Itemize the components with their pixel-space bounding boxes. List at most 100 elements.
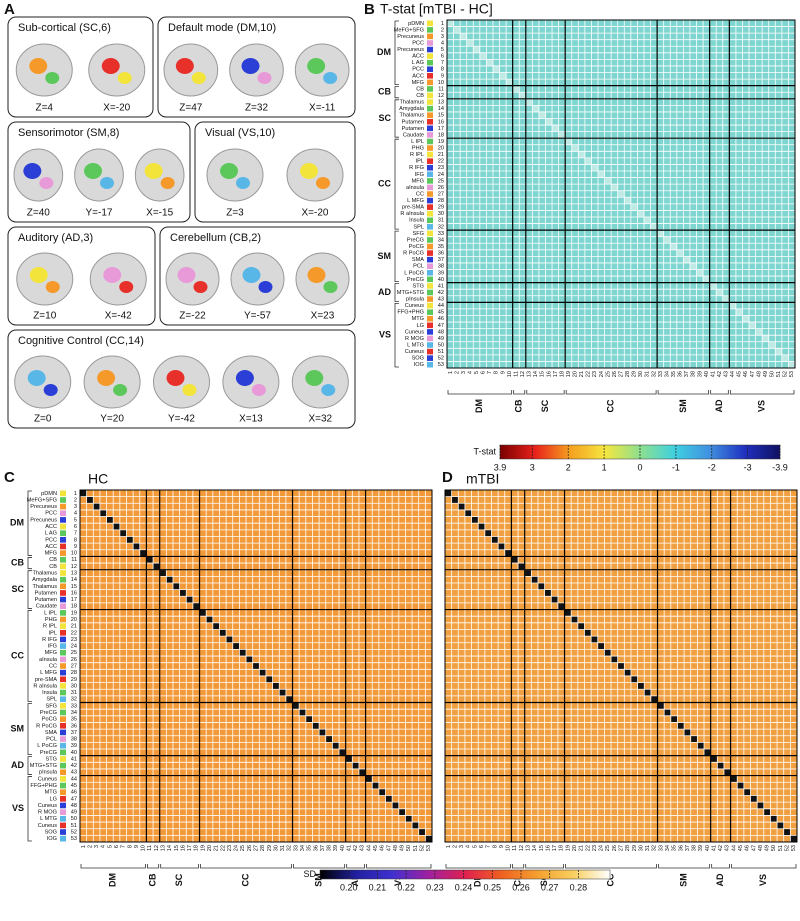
region-number: 29 bbox=[632, 845, 638, 851]
matrix-title: HC bbox=[88, 471, 108, 487]
region-number: 16 bbox=[71, 590, 77, 596]
region-name: L IPL bbox=[411, 139, 424, 145]
region-name: ACC bbox=[45, 544, 57, 550]
region-number: 21 bbox=[214, 845, 220, 851]
region-number: 35 bbox=[672, 845, 678, 851]
region-number: 7 bbox=[486, 845, 492, 848]
group-bracket bbox=[394, 302, 399, 368]
region-number: 20 bbox=[438, 146, 444, 152]
matrix-diagonal bbox=[637, 682, 645, 690]
region-name: SMA bbox=[45, 730, 57, 736]
matrix-diagonal bbox=[770, 815, 778, 823]
region-number: 4 bbox=[466, 845, 472, 848]
region-swatch bbox=[60, 583, 66, 590]
region-number: 11 bbox=[147, 845, 153, 851]
region-number: 4 bbox=[467, 371, 473, 374]
region-swatch bbox=[427, 59, 433, 66]
region-number: 21 bbox=[579, 371, 585, 377]
matrix-diagonal bbox=[445, 490, 452, 497]
group-label: SC bbox=[540, 399, 550, 412]
region-number: 14 bbox=[71, 577, 77, 583]
view-coordinate: Y=20 bbox=[100, 414, 124, 425]
matrix-diagonal bbox=[578, 151, 585, 158]
group-bracket bbox=[394, 20, 399, 86]
region-number: 18 bbox=[438, 132, 444, 138]
matrix-diagonal bbox=[703, 276, 710, 283]
network-blob bbox=[39, 177, 54, 189]
region-name: aInsula bbox=[406, 185, 425, 191]
network-blob bbox=[193, 281, 208, 293]
region-number: 23 bbox=[592, 845, 598, 851]
matrix-title: mTBI bbox=[466, 471, 499, 487]
region-swatch bbox=[60, 722, 66, 729]
region-number: 8 bbox=[441, 67, 444, 73]
matrix-diagonal bbox=[551, 596, 558, 603]
region-number: 22 bbox=[438, 159, 444, 165]
matrix-diagonal bbox=[565, 138, 572, 145]
region-number: 38 bbox=[691, 371, 697, 377]
region-swatch bbox=[427, 164, 433, 171]
region-number: 15 bbox=[438, 113, 444, 119]
colorbar-tick-label: 0.27 bbox=[541, 882, 559, 892]
matrix-diagonal bbox=[272, 682, 280, 690]
region-number: 17 bbox=[71, 597, 77, 603]
group-label: SC bbox=[174, 873, 184, 886]
group-label: CC bbox=[11, 650, 24, 660]
matrix-diagonal bbox=[484, 529, 492, 537]
network-blob bbox=[144, 163, 163, 179]
region-swatch bbox=[427, 112, 433, 118]
region-name: IOG bbox=[47, 836, 57, 842]
region-swatch bbox=[427, 283, 433, 289]
panel-letter: C bbox=[4, 469, 15, 486]
matrix-diagonal bbox=[93, 503, 100, 510]
region-number: 47 bbox=[438, 323, 444, 329]
region-number: 50 bbox=[406, 845, 412, 851]
region-number: 30 bbox=[71, 683, 77, 689]
view-coordinate: Z=0 bbox=[34, 414, 52, 425]
matrix-diagonal bbox=[538, 111, 546, 119]
region-number: 20 bbox=[573, 371, 579, 377]
group-bracket bbox=[27, 557, 32, 570]
region-number: 10 bbox=[507, 371, 513, 377]
region-name: PCC bbox=[412, 40, 424, 46]
region-swatch bbox=[60, 716, 66, 722]
view-coordinate: X=-42 bbox=[105, 311, 132, 322]
region-number: 35 bbox=[438, 244, 444, 250]
region-name: R MOG bbox=[38, 810, 57, 816]
region-name: CB bbox=[416, 93, 424, 99]
region-number: 4 bbox=[74, 511, 77, 517]
region-number: 22 bbox=[586, 371, 592, 377]
group-label: SM bbox=[678, 399, 688, 413]
region-swatch bbox=[427, 184, 433, 191]
region-name: MTG+STG bbox=[397, 290, 424, 296]
region-number: 28 bbox=[625, 371, 631, 377]
region-number: 47 bbox=[750, 371, 756, 377]
region-swatch bbox=[60, 822, 66, 829]
panel-letter: B bbox=[364, 1, 375, 18]
region-swatch bbox=[427, 335, 433, 342]
matrix-diagonal bbox=[486, 59, 493, 66]
network-blob bbox=[45, 281, 60, 293]
region-number: 30 bbox=[438, 211, 444, 217]
region-swatch bbox=[427, 191, 433, 197]
region-number: 41 bbox=[711, 845, 717, 851]
matrix-diagonal bbox=[345, 755, 353, 763]
region-number: 5 bbox=[474, 371, 480, 374]
region-name: PoCG bbox=[42, 717, 57, 723]
region-name: PCL bbox=[413, 264, 424, 270]
matrix-diagonal bbox=[212, 622, 220, 630]
matrix-diagonal bbox=[332, 742, 340, 750]
group-label: CB bbox=[378, 87, 391, 97]
colorbar-tick-label: 0.23 bbox=[426, 882, 444, 892]
group-label: CC bbox=[605, 873, 615, 886]
matrix-diagonal bbox=[199, 609, 207, 617]
region-name: Putamen bbox=[35, 590, 57, 596]
region-number: 27 bbox=[618, 371, 624, 377]
region-number: 19 bbox=[438, 139, 444, 145]
region-name: L MTG bbox=[407, 343, 424, 349]
colorbar-title: SD bbox=[303, 869, 316, 879]
region-number: 31 bbox=[438, 218, 444, 224]
group-bracket bbox=[394, 230, 399, 283]
region-number: 24 bbox=[599, 371, 605, 377]
region-swatch bbox=[60, 570, 66, 576]
